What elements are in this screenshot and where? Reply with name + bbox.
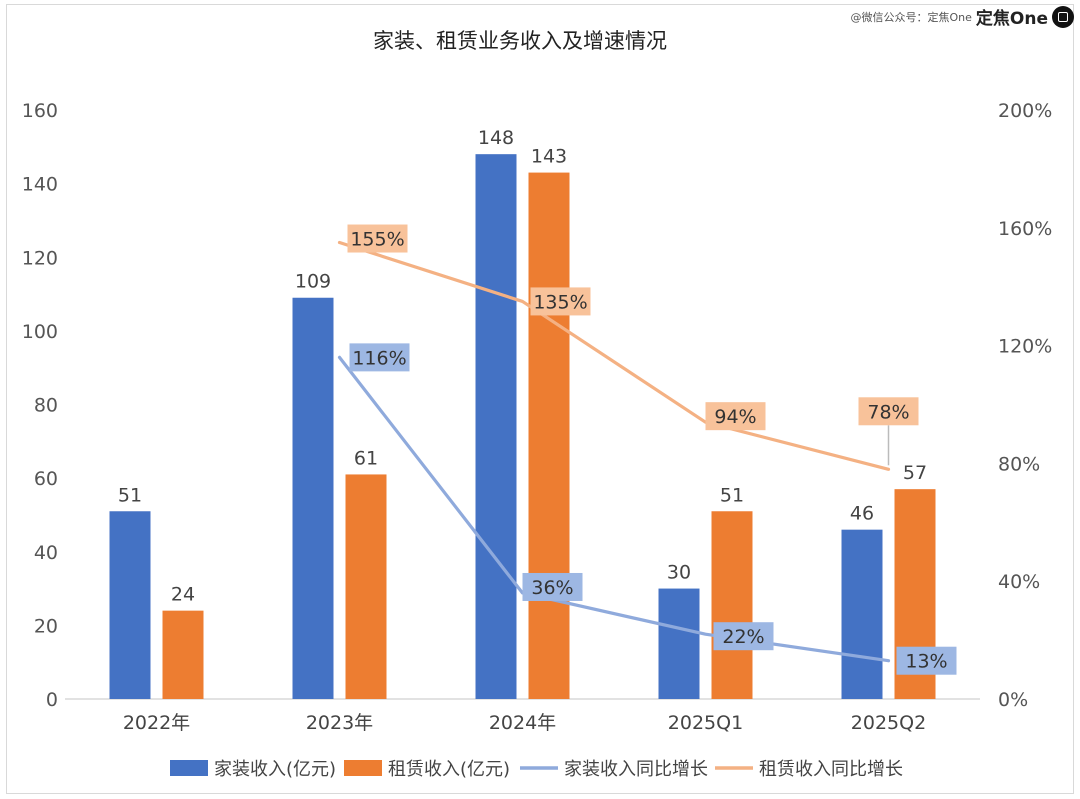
- bar-home-decor: [475, 154, 517, 700]
- line-data-label-box: [713, 622, 774, 651]
- line-data-label: 135%: [533, 291, 587, 313]
- y-right-tick-label: 40%: [998, 571, 1040, 593]
- line-data-label: 13%: [905, 651, 947, 673]
- y-right-tick-label: 160%: [998, 218, 1052, 240]
- bar-home-decor: [109, 511, 151, 699]
- bar-data-label: 30: [667, 562, 691, 584]
- line-data-label: 155%: [350, 229, 404, 251]
- line-data-label: 94%: [714, 406, 756, 428]
- line-data-label-box: [349, 343, 410, 372]
- y-left-tick-label: 20: [34, 615, 58, 637]
- bar-data-label: 51: [118, 484, 142, 506]
- line-data-label: 116%: [352, 347, 406, 369]
- line-data-label-box: [530, 287, 591, 316]
- bar-rental: [528, 172, 570, 700]
- line-rental-growth: [337, 240, 891, 471]
- bar-rental: [345, 474, 387, 699]
- y-left-tick-label: 40: [34, 542, 58, 564]
- line-data-label-box: [347, 224, 408, 253]
- bar-rental: [711, 511, 753, 699]
- line-home-decor-growth: [337, 355, 891, 663]
- bar-data-label: 109: [295, 271, 331, 293]
- watermark-brand: 定焦One: [975, 9, 1048, 29]
- legend-entry-label: 租赁收入同比增长: [759, 759, 903, 780]
- x-category-label: 2024年: [489, 712, 556, 734]
- bar-data-label: 24: [171, 584, 195, 606]
- x-category-label: 2025Q1: [668, 712, 743, 734]
- x-category-label: 2025Q2: [851, 712, 926, 734]
- x-category-label: 2023年: [306, 712, 373, 734]
- y-left-tick-label: 140: [22, 174, 58, 196]
- line-data-label: 78%: [867, 401, 909, 423]
- bar-data-label: 148: [478, 127, 514, 149]
- bar-rental: [162, 610, 204, 699]
- x-category-label: 2022年: [123, 712, 190, 734]
- legend-swatch-bar: [170, 760, 208, 776]
- line-data-label: 36%: [531, 577, 573, 599]
- watermark: @微信公众号：定焦One 定焦One: [850, 4, 1074, 29]
- watermark-source: @微信公众号：定焦One: [850, 10, 972, 24]
- bar-data-label: 61: [354, 447, 378, 469]
- y-right-tick-label: 80%: [998, 453, 1040, 475]
- legend-entry-label: 租赁收入(亿元): [388, 759, 510, 780]
- y-right-tick-label: 200%: [998, 100, 1052, 122]
- line-data-label-box: [896, 646, 957, 675]
- bar-home-decor: [292, 297, 334, 699]
- legend-swatch-bar: [344, 760, 382, 776]
- y-left-tick-label: 0: [46, 689, 58, 711]
- y-right-tick-label: 0%: [998, 689, 1028, 711]
- bar-data-label: 57: [903, 462, 927, 484]
- legend-entry-label: 家装收入(亿元): [214, 759, 336, 780]
- legend-entry-label: 家装收入同比增长: [564, 759, 708, 780]
- chart-title: 家装、租赁业务收入及增速情况: [373, 29, 667, 53]
- bar-data-label: 46: [850, 503, 874, 525]
- y-right-tick-label: 120%: [998, 336, 1052, 358]
- line-data-label-box: [522, 572, 583, 601]
- y-left-tick-label: 100: [22, 321, 58, 343]
- line-data-label-box: [858, 397, 919, 426]
- bar-data-label: 51: [720, 484, 744, 506]
- y-left-tick-label: 80: [34, 395, 58, 417]
- y-left-tick-label: 160: [22, 100, 58, 122]
- bar-data-label: 143: [531, 146, 567, 168]
- bar-home-decor: [841, 529, 883, 699]
- line-data-label-box: [705, 402, 766, 431]
- y-left-tick-label: 60: [34, 468, 58, 490]
- dingjiao-logo-icon: [1052, 5, 1074, 28]
- y-left-tick-label: 120: [22, 247, 58, 269]
- line-data-label: 22%: [722, 626, 764, 648]
- bar-home-decor: [658, 588, 700, 699]
